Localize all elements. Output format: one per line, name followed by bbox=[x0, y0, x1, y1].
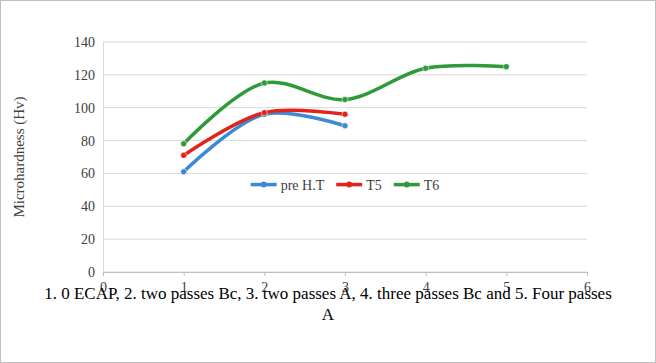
x-tick-mark bbox=[587, 272, 588, 276]
series-marker bbox=[261, 80, 267, 86]
x-tick-mark bbox=[506, 272, 507, 276]
y-tick: 80 bbox=[81, 134, 103, 149]
y-tick-label: 140 bbox=[74, 35, 95, 50]
series-marker bbox=[503, 64, 509, 70]
y-axis-line bbox=[103, 43, 104, 273]
series-marker bbox=[261, 110, 267, 116]
legend-label: pre H.T bbox=[281, 178, 325, 193]
y-tick: 20 bbox=[81, 232, 103, 247]
plot-marks bbox=[181, 64, 510, 175]
grid-line bbox=[103, 74, 587, 75]
series-line bbox=[184, 110, 345, 155]
chart: 0204060801001201400123456pre H.TT5T6Micr… bbox=[0, 0, 656, 363]
grid-line bbox=[103, 42, 587, 43]
y-tick-label: 60 bbox=[81, 166, 95, 181]
x-axis-title-line: A bbox=[322, 305, 335, 324]
y-tick: 60 bbox=[81, 166, 103, 181]
series-marker bbox=[181, 141, 187, 147]
y-tick-label: 0 bbox=[88, 265, 95, 280]
series-marker bbox=[342, 123, 348, 129]
x-axis-line bbox=[104, 273, 588, 277]
x-tick-mark bbox=[345, 272, 346, 276]
y-tick-label: 100 bbox=[74, 101, 95, 116]
legend: pre H.T T5 T6 bbox=[251, 178, 440, 193]
legend-item: T6 bbox=[394, 178, 440, 193]
y-tick: 0 bbox=[88, 265, 103, 280]
series-marker bbox=[181, 169, 187, 175]
x-tick-mark bbox=[264, 272, 265, 276]
x-tick-mark bbox=[426, 272, 427, 276]
grid-line bbox=[103, 173, 587, 174]
legend-item: T5 bbox=[336, 178, 382, 193]
y-axis: 0 20 40 60 80 100 120 140 bbox=[74, 35, 104, 280]
legend-marker bbox=[261, 182, 267, 188]
y-tick-label: 20 bbox=[81, 232, 95, 247]
y-axis-title: Microhardness (Hv) bbox=[11, 96, 28, 217]
y-tick: 40 bbox=[81, 199, 103, 214]
grid-line bbox=[103, 107, 587, 108]
y-tick: 140 bbox=[74, 35, 103, 50]
chart-frame bbox=[1, 1, 656, 363]
grid-line bbox=[103, 140, 587, 141]
grid bbox=[103, 42, 587, 272]
series-marker bbox=[342, 111, 348, 117]
y-tick: 120 bbox=[74, 68, 103, 83]
x-tick-mark bbox=[184, 272, 185, 276]
y-tick-label: 120 bbox=[74, 68, 95, 83]
legend-label: T5 bbox=[366, 178, 382, 193]
x-axis-title: 1. 0 ECAP, 2. two passes Bc, 3. two pass… bbox=[44, 284, 612, 324]
grid-line bbox=[103, 239, 587, 240]
y-tick: 100 bbox=[74, 101, 103, 116]
series-line bbox=[184, 65, 507, 143]
series-marker bbox=[423, 65, 429, 71]
y-tick-label: 40 bbox=[81, 199, 95, 214]
y-tick-label: 80 bbox=[81, 134, 95, 149]
legend-marker bbox=[404, 182, 410, 188]
legend-label: T6 bbox=[424, 178, 440, 193]
series-marker bbox=[181, 152, 187, 158]
legend-item: pre H.T bbox=[251, 178, 325, 193]
grid-line bbox=[103, 206, 587, 207]
x-tick-mark bbox=[103, 272, 104, 276]
x-axis-title-line: 1. 0 ECAP, 2. two passes Bc, 3. two pass… bbox=[44, 284, 612, 303]
legend-marker bbox=[346, 182, 352, 188]
series-marker bbox=[342, 97, 348, 103]
